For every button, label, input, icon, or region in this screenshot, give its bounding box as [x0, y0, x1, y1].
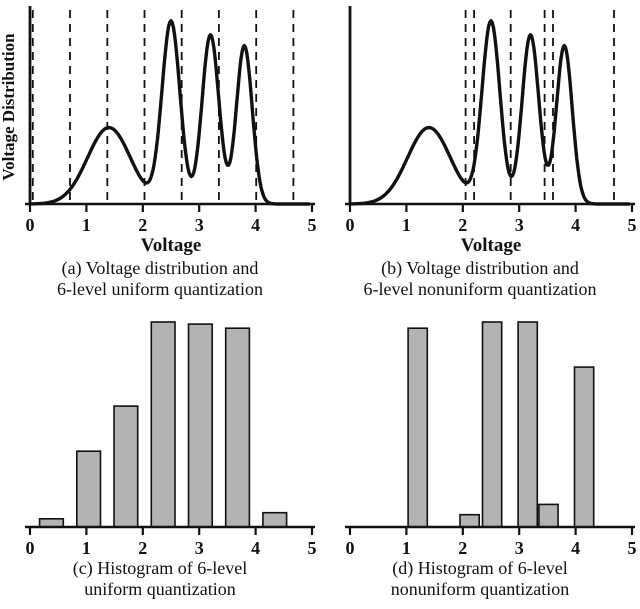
x-tick-label: 1 [82, 538, 91, 556]
histogram-bar [224, 327, 251, 528]
panel-c-caption: (c) Histogram of 6-level uniform quantiz… [73, 558, 247, 600]
distribution-row: 0 1 2 3 4 5 Voltage Voltage Distribution (a) Vo… [0, 4, 640, 300]
x-tick-label: 2 [138, 538, 147, 556]
x-tick-label: 1 [82, 215, 91, 235]
panel-a-caption: (a) Voltage distribution and 6-level uni… [57, 258, 263, 300]
caption-line: nonuniform quantization [390, 579, 570, 599]
uniform-quantization-histogram-chart: 0 1 2 3 4 5 [25, 321, 317, 556]
panel-b: 0 1 2 3 4 5 Voltage (b) Voltage distribution a… [320, 4, 640, 300]
histogram-bar [76, 450, 102, 528]
histogram-bar [459, 513, 481, 528]
caption-line: (c) Histogram of 6-level [72, 558, 248, 578]
panel-d: 0 1 2 3 4 5 (d) Histogram of 6-level nonunifo… [320, 300, 640, 600]
x-tick-label: 1 [402, 538, 411, 556]
histogram-bar [407, 327, 429, 528]
histogram-bar [262, 511, 288, 528]
histogram-bar [573, 366, 595, 528]
voltage-distribution-curve [28, 19, 311, 206]
caption-line: 6-level uniform quantization [57, 279, 263, 299]
panel-d-caption: (d) Histogram of 6-level nonuniform quan… [391, 558, 569, 600]
x-tick-label: 0 [26, 215, 35, 235]
x-tick-label: 2 [458, 538, 467, 556]
histogram-bar [517, 321, 539, 528]
x-tick-label: 3 [195, 538, 204, 556]
x-tick-label: 3 [195, 215, 204, 235]
caption-line: (d) Histogram of 6-level [392, 558, 568, 578]
x-tick-label: 4 [571, 538, 580, 556]
x-tick-label: 0 [346, 538, 355, 556]
panel-a: 0 1 2 3 4 5 Voltage Voltage Distribution (a) Vo… [0, 4, 320, 300]
x-tick-label: 5 [628, 215, 637, 235]
voltage-distribution-curve [348, 19, 631, 206]
x-tick-label: 5 [308, 215, 317, 235]
x-tick-label: 4 [251, 538, 260, 556]
panel-b-caption: (b) Voltage distribution and 6-level non… [364, 258, 597, 300]
x-tick-label: 3 [515, 538, 524, 556]
x-tick-label: 3 [515, 215, 524, 235]
voltage-distribution-uniform-chart: 0 1 2 3 4 5 Voltage Voltage Distribution [0, 6, 317, 256]
y-axis-label: Voltage Distribution [0, 33, 18, 181]
caption-line: (b) Voltage distribution and [381, 258, 579, 278]
x-tick-label: 0 [26, 538, 35, 556]
histogram-row: 0 1 2 3 4 5 (c) Histogram of 6-level uniform … [0, 300, 640, 600]
x-tick-label: 4 [251, 215, 260, 235]
x-tick-label: 1 [402, 215, 411, 235]
x-tick-label: 2 [138, 215, 147, 235]
voltage-distribution-nonuniform-chart: 0 1 2 3 4 5 Voltage [345, 6, 637, 256]
nonuniform-quantization-histogram-chart: 0 1 2 3 4 5 [345, 321, 637, 556]
histogram-bar [538, 503, 559, 528]
x-tick-label: 5 [628, 538, 637, 556]
x-axis-label: Voltage [461, 235, 522, 256]
histogram-bar [481, 321, 503, 528]
caption-line: (a) Voltage distribution and [61, 258, 259, 278]
caption-line: uniform quantization [84, 579, 236, 599]
panel-c: 0 1 2 3 4 5 (c) Histogram of 6-level uniform … [0, 300, 320, 600]
caption-line: 6-level nonuniform quantization [363, 279, 597, 299]
histogram-bar [150, 321, 176, 528]
x-tick-label: 0 [346, 215, 355, 235]
x-tick-label: 2 [458, 215, 467, 235]
x-tick-label: 5 [308, 538, 317, 556]
histogram-bar [187, 323, 214, 528]
x-axis-label: Voltage [141, 235, 202, 256]
histogram-bar [113, 405, 139, 528]
x-tick-label: 4 [571, 215, 580, 235]
